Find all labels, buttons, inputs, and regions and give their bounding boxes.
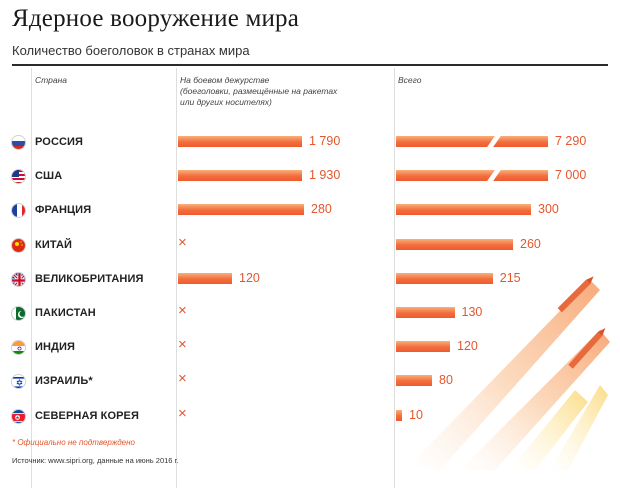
total-bar [396, 136, 548, 147]
column-header-deployed-line2: (боеголовки, размещённые на ракетах [180, 86, 338, 96]
deployed-value-label: 280 [311, 202, 332, 217]
country-label: ВЕЛИКОБРИТАНИЯ [35, 272, 144, 285]
chart-row: США 1 930 7 000 [0, 167, 620, 202]
pakistan-flag-icon [11, 306, 26, 321]
rocket-body [557, 279, 591, 313]
column-divider-deployed [176, 68, 177, 488]
chart-row: РОССИЯ 1 790 7 290 [0, 133, 620, 168]
column-header-deployed-line3: или других носителях) [180, 97, 272, 107]
country-label: ФРАНЦИЯ [35, 204, 92, 217]
usa-flag-icon [11, 169, 26, 185]
country-label: США [35, 170, 63, 183]
total-bar [396, 307, 455, 318]
no-data-mark: × [178, 404, 187, 422]
north-korea-flag-icon [11, 408, 26, 424]
total-bar [396, 238, 513, 250]
total-value-label: 120 [457, 339, 478, 354]
total-bar [396, 341, 450, 353]
russia-flag-icon [11, 135, 26, 150]
page-title: Ядерное вооружение мира [12, 5, 300, 32]
country-label: ИНДИЯ [35, 341, 75, 354]
uk-flag-icon [11, 271, 26, 287]
total-value-label: 10 [409, 407, 423, 422]
country-label: СЕВЕРНАЯ КОРЕЯ [35, 409, 139, 422]
country-label: ПАКИСТАН [35, 307, 96, 319]
chart-row: ИЗРАИЛЬ* × 80 [0, 370, 620, 407]
total-bar [396, 409, 402, 421]
deployed-bar [178, 204, 304, 216]
deployed-value-label: 120 [239, 270, 260, 285]
column-header-deployed-line1: На боевом дежурстве [180, 75, 270, 85]
no-data-mark: × [178, 233, 187, 251]
france-flag-icon [11, 203, 26, 219]
total-value-label: 215 [499, 270, 521, 285]
rocket-nose [585, 276, 594, 285]
column-header-deployed: На боевом дежурстве (боеголовки, размещё… [180, 75, 337, 108]
column-header-total: Всего [398, 75, 422, 85]
country-label: ИЗРАИЛЬ* [35, 375, 93, 388]
total-bar [396, 375, 432, 387]
no-data-mark: × [178, 336, 187, 354]
chart-row: КИТАЙ × 260 [0, 233, 620, 271]
no-data-mark: × [178, 370, 187, 388]
deployed-bar [178, 170, 302, 182]
total-bar [396, 204, 531, 216]
total-value-label: 7 000 [555, 168, 587, 183]
chart-row: ИНДИЯ × 120 [0, 336, 620, 373]
total-bar [396, 170, 548, 182]
rocket-nose [597, 328, 606, 337]
total-value-label: 300 [538, 202, 559, 217]
total-value-label: 80 [439, 373, 453, 388]
chart-row: ФРАНЦИЯ 280 300 [0, 202, 620, 236]
rocket-trail [510, 390, 588, 470]
header-rule [12, 64, 608, 66]
footnote: * Официально не подтверждено [12, 438, 135, 447]
china-flag-icon [11, 237, 26, 253]
deployed-value-label: 1 790 [309, 134, 341, 148]
israel-flag-icon [11, 374, 26, 390]
column-header-country: Страна [35, 75, 67, 85]
india-flag-icon [11, 340, 26, 356]
country-label: РОССИЯ [35, 136, 84, 148]
chart-row: ПАКИСТАН × 130 [0, 302, 620, 339]
country-label: КИТАЙ [35, 238, 72, 251]
chart-row: СЕВЕРНАЯ КОРЕЯ × 10 [0, 404, 620, 442]
page-subtitle: Количество боеголовок в странах мира [12, 43, 250, 58]
rocket-body [568, 331, 603, 369]
no-data-mark: × [178, 302, 187, 319]
deployed-bar [178, 136, 302, 147]
deployed-bar [178, 272, 232, 284]
total-value-label: 130 [461, 305, 483, 319]
column-divider-total [394, 68, 395, 488]
total-bar [396, 272, 493, 284]
total-value-label: 260 [520, 236, 541, 251]
deployed-value-label: 1 930 [309, 168, 341, 183]
total-value-label: 7 290 [555, 134, 587, 148]
rocket-illustration [410, 276, 610, 470]
rocket-trail [550, 385, 608, 470]
source-note: Источник: www.sipri.org, данные на июнь … [12, 456, 179, 465]
chart-row: ВЕЛИКОБРИТАНИЯ 120 215 [0, 271, 620, 305]
column-divider-country [31, 68, 32, 488]
rocket-trail [410, 280, 600, 470]
